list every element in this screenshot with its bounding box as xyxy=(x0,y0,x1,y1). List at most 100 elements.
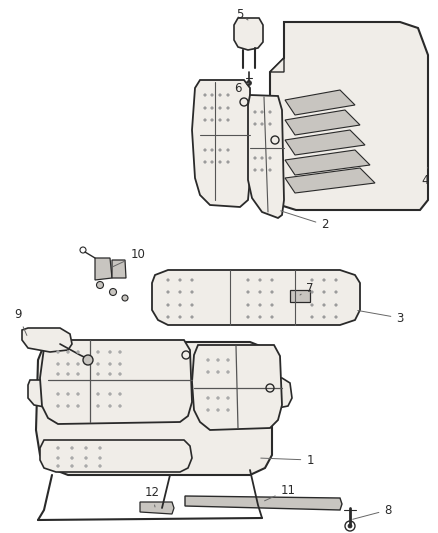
Polygon shape xyxy=(285,130,365,155)
Circle shape xyxy=(204,149,206,151)
Circle shape xyxy=(261,123,263,125)
Circle shape xyxy=(269,157,271,159)
Circle shape xyxy=(57,362,59,365)
Circle shape xyxy=(254,111,256,113)
Circle shape xyxy=(271,304,273,306)
Circle shape xyxy=(191,279,193,281)
Circle shape xyxy=(204,161,206,163)
Circle shape xyxy=(97,393,99,395)
Circle shape xyxy=(167,316,169,318)
Circle shape xyxy=(67,362,69,365)
Circle shape xyxy=(217,370,219,373)
Circle shape xyxy=(227,397,230,399)
Circle shape xyxy=(122,295,128,301)
Circle shape xyxy=(271,316,273,318)
Circle shape xyxy=(207,397,209,399)
Text: 3: 3 xyxy=(358,311,404,325)
Polygon shape xyxy=(248,95,284,218)
Circle shape xyxy=(204,107,206,109)
Circle shape xyxy=(311,279,313,281)
Circle shape xyxy=(259,316,261,318)
Circle shape xyxy=(227,94,229,96)
Circle shape xyxy=(259,279,261,281)
Circle shape xyxy=(261,169,263,171)
Circle shape xyxy=(207,409,209,411)
Text: 1: 1 xyxy=(261,454,314,466)
Circle shape xyxy=(227,359,230,361)
Circle shape xyxy=(71,457,73,459)
Circle shape xyxy=(311,291,313,293)
Circle shape xyxy=(211,107,213,109)
Circle shape xyxy=(217,359,219,361)
Circle shape xyxy=(109,351,111,353)
Circle shape xyxy=(97,362,99,365)
Circle shape xyxy=(85,457,87,459)
Circle shape xyxy=(323,304,325,306)
Circle shape xyxy=(271,279,273,281)
Circle shape xyxy=(259,304,261,306)
Circle shape xyxy=(85,465,87,467)
Circle shape xyxy=(179,279,181,281)
Text: 5: 5 xyxy=(237,9,248,21)
Circle shape xyxy=(57,457,59,459)
Circle shape xyxy=(227,149,229,151)
Polygon shape xyxy=(95,258,112,280)
Text: 4: 4 xyxy=(421,168,429,187)
Circle shape xyxy=(67,405,69,407)
Polygon shape xyxy=(290,290,310,302)
Circle shape xyxy=(110,288,117,295)
Circle shape xyxy=(207,359,209,361)
Text: 11: 11 xyxy=(265,483,296,501)
Circle shape xyxy=(179,304,181,306)
Circle shape xyxy=(57,405,59,407)
Circle shape xyxy=(179,316,181,318)
Text: 6: 6 xyxy=(234,82,249,94)
Circle shape xyxy=(204,94,206,96)
Circle shape xyxy=(77,405,79,407)
Circle shape xyxy=(335,316,337,318)
Circle shape xyxy=(323,316,325,318)
Circle shape xyxy=(85,447,87,449)
Circle shape xyxy=(247,291,249,293)
Circle shape xyxy=(211,161,213,163)
Circle shape xyxy=(167,291,169,293)
Circle shape xyxy=(96,281,103,288)
Polygon shape xyxy=(285,168,375,193)
Polygon shape xyxy=(260,378,292,408)
Circle shape xyxy=(191,304,193,306)
Circle shape xyxy=(77,351,79,353)
Circle shape xyxy=(211,119,213,121)
Circle shape xyxy=(254,169,256,171)
Polygon shape xyxy=(270,58,284,72)
Circle shape xyxy=(119,362,121,365)
Polygon shape xyxy=(285,150,370,175)
Circle shape xyxy=(227,119,229,121)
Circle shape xyxy=(99,457,101,459)
Text: 7: 7 xyxy=(300,281,314,295)
Circle shape xyxy=(227,161,229,163)
Polygon shape xyxy=(40,340,192,424)
Circle shape xyxy=(323,291,325,293)
Circle shape xyxy=(219,161,221,163)
Text: 2: 2 xyxy=(281,211,329,231)
Circle shape xyxy=(77,393,79,395)
Circle shape xyxy=(191,316,193,318)
Circle shape xyxy=(211,94,213,96)
Circle shape xyxy=(204,119,206,121)
Circle shape xyxy=(109,405,111,407)
Circle shape xyxy=(261,111,263,113)
Polygon shape xyxy=(192,80,250,207)
Circle shape xyxy=(57,373,59,375)
Circle shape xyxy=(217,397,219,399)
Circle shape xyxy=(247,304,249,306)
Circle shape xyxy=(99,465,101,467)
Circle shape xyxy=(247,80,251,85)
Circle shape xyxy=(271,291,273,293)
Circle shape xyxy=(254,157,256,159)
Circle shape xyxy=(335,304,337,306)
Circle shape xyxy=(211,149,213,151)
Polygon shape xyxy=(22,328,72,352)
Circle shape xyxy=(67,373,69,375)
Polygon shape xyxy=(270,22,428,210)
Circle shape xyxy=(119,405,121,407)
